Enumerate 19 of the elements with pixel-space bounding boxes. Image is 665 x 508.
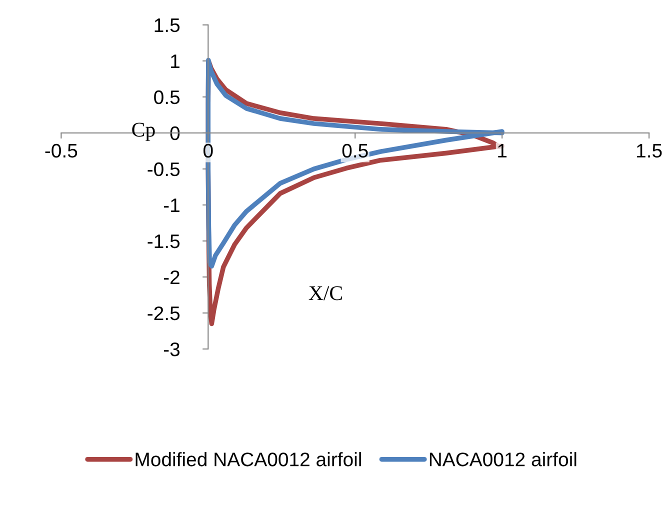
y-tick-label: 1.5 <box>154 18 180 32</box>
y-tick-label: -0.5 <box>148 162 180 176</box>
y-tick-label: -2 <box>164 270 180 284</box>
x-axis-title: X/C <box>308 286 342 300</box>
x-tick-label: 1 <box>498 144 507 158</box>
y-axis-title: Cp <box>132 122 155 141</box>
y-tick-label: -2.5 <box>148 306 180 320</box>
legend-label: Modified NACA0012 airfoil <box>136 452 361 466</box>
y-tick-label: -1.5 <box>148 234 180 248</box>
y-tick-label: -1 <box>164 198 180 212</box>
x-tick-label: 0.5 <box>342 144 368 158</box>
line-series <box>206 58 504 269</box>
x-tick-label: 0 <box>204 144 213 158</box>
y-tick-label: -3 <box>164 342 180 356</box>
y-tick-label: 0.5 <box>154 90 180 104</box>
legend-label: NACA0012 airfoil <box>430 452 576 466</box>
x-tick-label: 1.5 <box>637 144 662 158</box>
y-tick-label: 1 <box>171 54 180 68</box>
x-tick-label: -0.5 <box>45 144 78 158</box>
